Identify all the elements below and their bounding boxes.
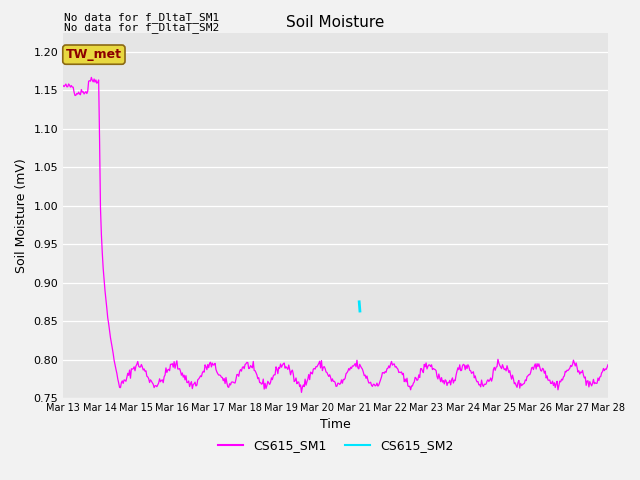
Y-axis label: Soil Moisture (mV): Soil Moisture (mV) xyxy=(15,158,28,273)
Text: No data for f_DltaT_SM2: No data for f_DltaT_SM2 xyxy=(64,22,220,33)
X-axis label: Time: Time xyxy=(320,419,351,432)
Text: No data for f_DltaT_SM1: No data for f_DltaT_SM1 xyxy=(64,12,220,23)
Text: TW_met: TW_met xyxy=(66,48,122,61)
Legend: CS615_SM1, CS615_SM2: CS615_SM1, CS615_SM2 xyxy=(213,434,458,457)
Title: Soil Moisture: Soil Moisture xyxy=(286,15,385,30)
